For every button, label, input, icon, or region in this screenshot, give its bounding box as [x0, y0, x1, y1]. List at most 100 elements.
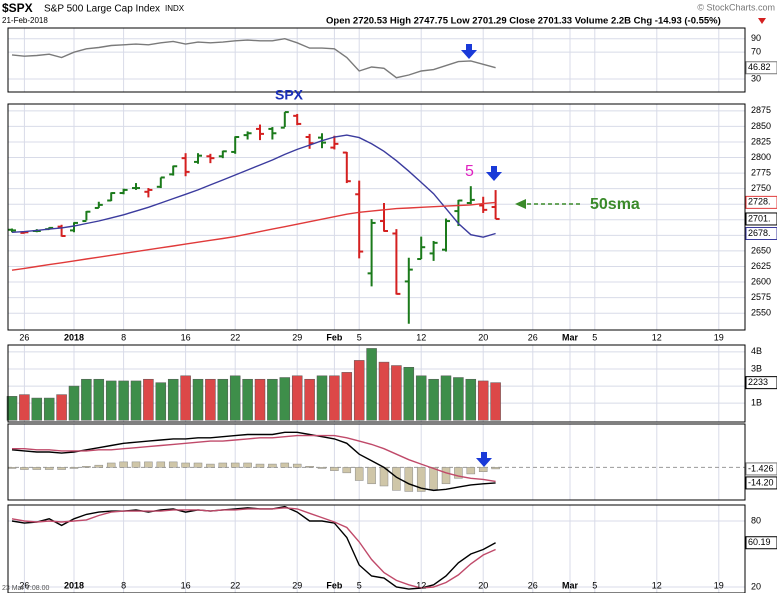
value-tag-label: 2701. [748, 213, 771, 223]
x-tick-label: 5 [592, 580, 597, 590]
histogram-bar [7, 467, 17, 469]
x-tick-label: 16 [181, 580, 191, 590]
x-tick-label: 29 [292, 332, 302, 342]
y-tick-label: 4B [751, 346, 762, 356]
volume-bar [180, 375, 191, 421]
volume-bar [465, 378, 477, 421]
value-tag [745, 536, 777, 550]
volume-bar [19, 394, 30, 421]
volume-bar [105, 380, 117, 421]
volume-bar [279, 377, 291, 421]
line [11, 201, 496, 271]
histogram-bar [367, 467, 376, 485]
histogram-bar [454, 467, 463, 479]
volume-bar [304, 378, 315, 421]
volume-bar [229, 375, 241, 421]
histogram-bar [156, 461, 166, 468]
y-tick-label: 2575 [751, 292, 771, 302]
histogram-bar [44, 467, 54, 470]
histogram-bar [354, 467, 364, 481]
histogram-bar [181, 462, 190, 468]
y-tick-label: 2550 [751, 308, 771, 318]
x-tick-label: 26 [19, 580, 29, 590]
date: 21-Feb-2018 [2, 16, 48, 25]
volume-bar [415, 375, 427, 421]
histogram-bar [255, 463, 265, 468]
x-tick-label: 20 [478, 580, 488, 590]
y-tick-label: 2650 [751, 245, 771, 255]
value-tag [745, 61, 777, 75]
y-tick-label: 90 [751, 33, 761, 43]
x-tick-label: 12 [416, 580, 426, 590]
value-tag-label: 2728. [748, 197, 771, 207]
x-tick-label: 16 [181, 332, 191, 342]
x-tick-label: 20 [478, 332, 488, 342]
histogram-bar [416, 467, 426, 492]
y-tick-label: 70 [751, 47, 761, 57]
panel-border [7, 423, 746, 501]
histogram-bar [206, 463, 215, 468]
volume-bar [366, 348, 377, 421]
histogram-bar [193, 462, 203, 468]
y-tick-label: 2800 [751, 152, 771, 162]
value-tag [745, 462, 777, 476]
x-tick-label: Mar [562, 580, 579, 590]
volume-bar [353, 360, 365, 421]
volume-bar [217, 378, 229, 421]
volume-bar [93, 378, 105, 421]
volume-bar [291, 375, 303, 421]
histogram-bar [317, 467, 327, 469]
volume-bar [391, 365, 402, 421]
volume-bar [453, 377, 464, 421]
volume-bar [428, 378, 439, 421]
y-tick-label: 80 [751, 515, 761, 525]
line [11, 134, 496, 238]
y-tick-label: 2625 [751, 261, 771, 271]
x-tick-label: 12 [652, 580, 662, 590]
line [11, 507, 496, 589]
volume-bar [477, 380, 489, 421]
line [11, 37, 496, 79]
histogram-bar [466, 467, 476, 475]
volume-bar [316, 375, 328, 421]
x-tick-label: 2018 [64, 580, 84, 590]
histogram-bar [491, 467, 500, 470]
value-tag-label: 2233 [748, 377, 768, 387]
x-tick-label: 29 [292, 580, 302, 590]
value-tag [745, 476, 777, 490]
volume-bar [56, 394, 67, 421]
line [12, 434, 496, 483]
volume-bar [167, 378, 179, 421]
histogram-bar [57, 467, 66, 470]
histogram-bar [243, 462, 252, 468]
volume-bar [490, 382, 501, 421]
blue-arrows [461, 44, 502, 467]
line [11, 431, 496, 492]
histogram-bar [441, 467, 451, 485]
y-tick-label: 3B [751, 363, 762, 373]
y-tick-label: 1B [751, 398, 762, 408]
histogram-bar [404, 467, 414, 492]
y-tick-label: 30 [751, 73, 761, 83]
y-tick-label: 2600 [751, 276, 771, 286]
volume-bar [81, 378, 92, 421]
y-tick-label: 2875 [751, 105, 771, 115]
down-triangle [758, 18, 766, 24]
volume-bar [242, 378, 253, 421]
value-tag-label: 2678. [748, 228, 771, 238]
panel-border [7, 504, 746, 593]
x-tick-label: 19 [714, 332, 724, 342]
annotation: 5 [465, 163, 474, 180]
index-name: S&P 500 Large Cap Index [44, 4, 160, 15]
histogram-bar [305, 466, 314, 468]
histogram-bar [131, 461, 141, 468]
panel-border [7, 344, 746, 423]
value-tag [745, 212, 777, 226]
histogram-bar [20, 467, 29, 470]
volume-bar [440, 375, 452, 421]
volume-bar [155, 382, 167, 421]
y-tick-label: 2750 [751, 183, 771, 193]
histogram-bar [478, 467, 488, 472]
